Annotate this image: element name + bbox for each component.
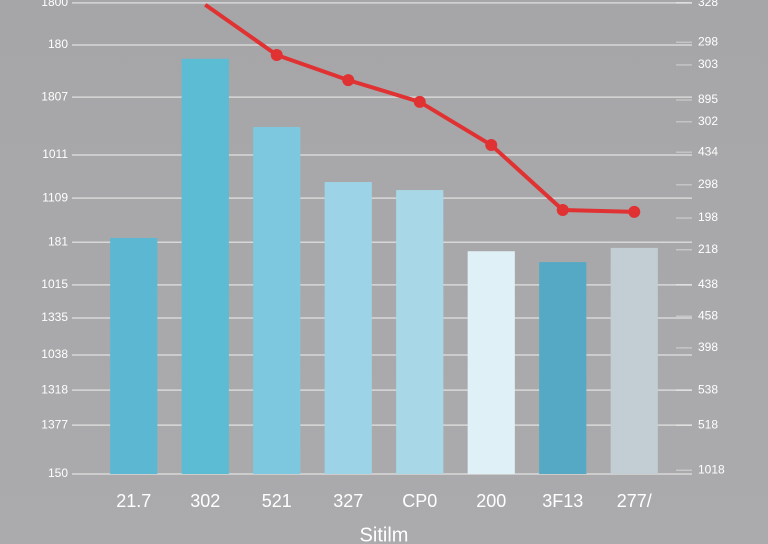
line-marker: [342, 74, 355, 87]
y-tick-label: 1015: [41, 277, 68, 291]
bar: [253, 127, 301, 475]
y2-tick-label: 518: [698, 417, 718, 431]
bar: [467, 251, 515, 474]
bar: [610, 247, 658, 474]
x-tick-label: 327: [333, 491, 363, 511]
x-tick-label: 200: [476, 491, 506, 511]
x-tick-label: CP0: [402, 491, 437, 511]
y2-tick-label: 298: [698, 177, 718, 191]
x-tick-label: 3F13: [542, 491, 583, 511]
bar: [539, 262, 587, 474]
y2-tick-label: 302: [698, 114, 718, 128]
y2-tick-label: 434: [698, 144, 718, 158]
y-tick-label: 1109: [42, 190, 68, 204]
bar: [110, 237, 158, 474]
y2-tick-label: 198: [698, 210, 718, 224]
bar: [396, 190, 444, 474]
y-tick-label: 1318: [41, 382, 68, 396]
y2-tick-label: 398: [698, 340, 718, 354]
y-tick-label: 1038: [41, 347, 68, 361]
y-tick-label: 180: [48, 37, 68, 51]
line-marker: [628, 205, 641, 218]
line-marker: [485, 139, 498, 152]
y2-tick-label: 1018: [698, 462, 725, 476]
y2-tick-label: 303: [698, 57, 718, 71]
y-tick-label: 1011: [42, 147, 68, 161]
bar: [324, 182, 372, 475]
line-marker: [413, 95, 426, 108]
y-tick-label: 181: [48, 234, 68, 248]
x-tick-label: 21.7: [116, 491, 151, 511]
x-tick-label: 302: [190, 491, 220, 511]
x-tick-label: 277/: [617, 491, 652, 511]
y2-tick-label: 218: [698, 242, 718, 256]
y2-tick-label: 328: [698, 0, 718, 9]
y2-tick-label: 298: [698, 34, 718, 48]
y-tick-label: 1377: [41, 417, 68, 431]
y-tick-label: 1335: [41, 310, 68, 324]
y2-tick-label: 538: [698, 382, 718, 396]
y-tick-label: 1807: [41, 89, 68, 103]
y-tick-label: 1800: [41, 0, 68, 9]
y2-tick-label: 438: [698, 277, 718, 291]
bar: [181, 58, 229, 474]
y2-tick-label: 895: [698, 92, 718, 106]
x-tick-label: 521: [262, 491, 292, 511]
line-marker: [270, 48, 283, 61]
y2-tick-label: 458: [698, 308, 718, 322]
line-marker: [556, 203, 569, 216]
y-tick-label: 150: [48, 466, 68, 480]
x-axis-label: Sitilm: [360, 524, 409, 544]
